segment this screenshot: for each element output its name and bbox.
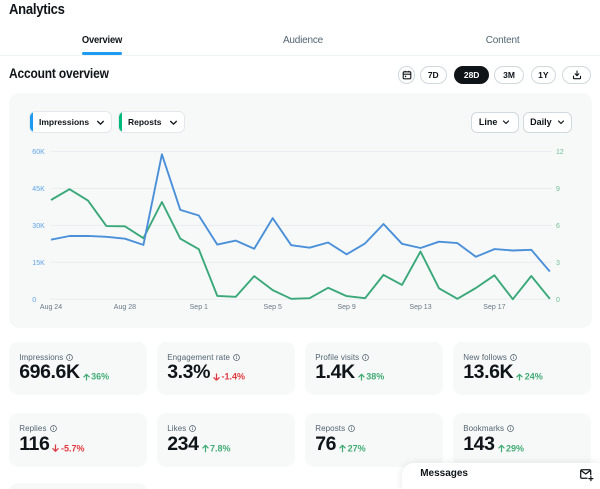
svg-text:0: 0 (32, 297, 36, 304)
svg-text:15K: 15K (32, 260, 45, 267)
svg-text:Sep 5: Sep 5 (264, 304, 282, 311)
svg-text:0: 0 (556, 297, 560, 304)
svg-text:60K: 60K (32, 149, 45, 156)
svg-text:9: 9 (556, 186, 560, 193)
svg-text:45K: 45K (32, 186, 45, 193)
svg-text:30K: 30K (32, 223, 45, 230)
svg-text:Sep 1: Sep 1 (190, 304, 208, 311)
svg-text:Aug 24: Aug 24 (40, 304, 62, 311)
svg-text:3: 3 (556, 260, 560, 267)
svg-text:12: 12 (556, 149, 564, 156)
svg-text:Sep 17: Sep 17 (483, 304, 505, 311)
svg-text:6: 6 (556, 223, 560, 230)
svg-text:Sep 13: Sep 13 (409, 304, 431, 311)
svg-text:Aug 28: Aug 28 (114, 304, 136, 311)
svg-text:Sep 9: Sep 9 (337, 304, 355, 311)
